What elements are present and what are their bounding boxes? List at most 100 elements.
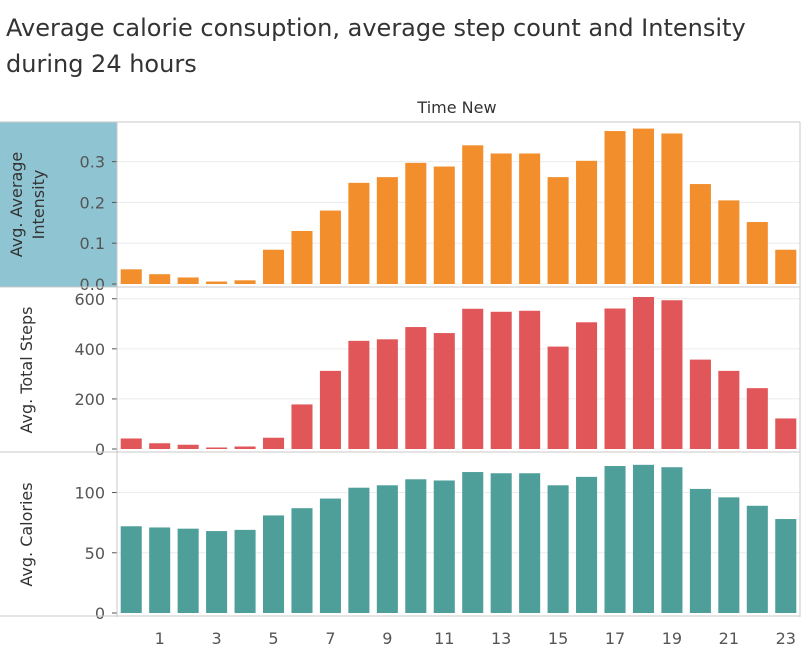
bar-avg-total-steps-2[interactable]	[177, 444, 199, 449]
y-tick-label: 0	[95, 604, 105, 623]
bar-avg-total-steps-8[interactable]	[348, 340, 370, 449]
bar-avg-average-intensity-20[interactable]	[689, 184, 711, 284]
bar-avg-total-steps-3[interactable]	[206, 447, 228, 449]
bar-avg-total-steps-10[interactable]	[405, 327, 427, 449]
bar-avg-calories-11[interactable]	[433, 480, 455, 613]
bar-avg-calories-2[interactable]	[177, 528, 199, 613]
y-tick-label: 100	[74, 484, 105, 503]
y-tick-label: 0.0	[80, 275, 105, 294]
y-tick-label: 0.2	[80, 193, 105, 212]
bar-avg-calories-18[interactable]	[632, 464, 655, 613]
bar-avg-average-intensity-16[interactable]	[576, 160, 598, 284]
y-tick-label: 0.3	[80, 153, 105, 172]
ylabel-highlight	[0, 122, 117, 287]
bar-avg-average-intensity-18[interactable]	[632, 128, 655, 284]
x-tick-label: 1	[155, 629, 165, 648]
bar-avg-calories-14[interactable]	[519, 473, 541, 613]
bar-avg-total-steps-9[interactable]	[376, 339, 398, 449]
bar-avg-average-intensity-14[interactable]	[519, 153, 541, 284]
bar-avg-average-intensity-15[interactable]	[547, 177, 569, 284]
bar-avg-average-intensity-5[interactable]	[262, 249, 285, 284]
bar-avg-calories-3[interactable]	[206, 531, 228, 613]
bar-avg-total-steps-1[interactable]	[149, 443, 171, 449]
bar-avg-total-steps-21[interactable]	[718, 370, 740, 449]
bar-avg-total-steps-5[interactable]	[262, 437, 285, 449]
x-tick-label: 11	[434, 629, 454, 648]
bar-avg-total-steps-6[interactable]	[291, 404, 313, 449]
bar-avg-total-steps-19[interactable]	[661, 300, 683, 449]
bar-avg-average-intensity-21[interactable]	[718, 200, 740, 284]
bar-avg-calories-5[interactable]	[262, 515, 285, 613]
bar-avg-calories-6[interactable]	[291, 508, 313, 613]
bar-avg-average-intensity-11[interactable]	[433, 166, 455, 284]
y-tick-label: 0	[95, 440, 105, 459]
y-tick-label: 0.1	[80, 234, 105, 253]
bar-avg-calories-4[interactable]	[234, 529, 256, 613]
bar-avg-average-intensity-17[interactable]	[604, 131, 626, 284]
bar-avg-calories-7[interactable]	[319, 498, 341, 613]
bar-avg-average-intensity-6[interactable]	[291, 230, 313, 284]
x-tick-label: 19	[662, 629, 682, 648]
bar-avg-calories-9[interactable]	[376, 485, 398, 613]
bar-avg-average-intensity-4[interactable]	[234, 280, 256, 284]
bar-avg-total-steps-12[interactable]	[462, 308, 484, 449]
bar-avg-average-intensity-2[interactable]	[177, 277, 199, 284]
bar-avg-calories-16[interactable]	[576, 476, 598, 613]
bar-avg-calories-21[interactable]	[718, 497, 740, 613]
y-tick-label: 200	[74, 390, 105, 409]
bar-avg-calories-13[interactable]	[490, 473, 512, 613]
y-tick-label: 600	[74, 290, 105, 309]
chart-title: Average calorie consuption, average step…	[6, 14, 746, 78]
bar-avg-total-steps-20[interactable]	[689, 359, 711, 449]
bar-avg-calories-0[interactable]	[120, 526, 142, 613]
bar-avg-total-steps-14[interactable]	[519, 310, 541, 449]
bar-avg-total-steps-13[interactable]	[490, 311, 512, 449]
bar-avg-average-intensity-1[interactable]	[149, 274, 171, 284]
bar-avg-total-steps-22[interactable]	[746, 388, 768, 449]
y-axis-label: Avg. Calories	[17, 482, 36, 586]
bar-avg-average-intensity-22[interactable]	[746, 222, 768, 284]
x-tick-label: 21	[719, 629, 739, 648]
bar-avg-calories-22[interactable]	[746, 505, 768, 613]
bar-avg-calories-20[interactable]	[689, 488, 711, 613]
bar-avg-calories-12[interactable]	[462, 472, 484, 613]
bar-avg-calories-15[interactable]	[547, 485, 569, 613]
x-tick-label: 13	[491, 629, 511, 648]
bar-avg-average-intensity-3[interactable]	[206, 281, 228, 284]
bar-avg-total-steps-17[interactable]	[604, 308, 626, 449]
x-tick-label: 3	[212, 629, 222, 648]
y-tick-label: 400	[74, 340, 105, 359]
bar-avg-average-intensity-10[interactable]	[405, 162, 427, 284]
bar-avg-calories-1[interactable]	[149, 527, 171, 613]
x-tick-label: 7	[325, 629, 335, 648]
bar-avg-average-intensity-0[interactable]	[120, 269, 142, 284]
bar-avg-average-intensity-7[interactable]	[319, 210, 341, 284]
x-tick-label: 5	[268, 629, 278, 648]
bar-avg-calories-8[interactable]	[348, 487, 370, 613]
bar-avg-average-intensity-19[interactable]	[661, 133, 683, 284]
bar-avg-calories-10[interactable]	[405, 479, 427, 613]
bar-avg-calories-23[interactable]	[775, 519, 797, 613]
bar-avg-total-steps-18[interactable]	[632, 297, 655, 449]
bar-avg-average-intensity-9[interactable]	[376, 177, 398, 284]
bar-avg-total-steps-11[interactable]	[433, 333, 455, 449]
bar-avg-average-intensity-13[interactable]	[490, 153, 512, 284]
y-axis-label: Avg. Average Intensity	[7, 152, 48, 258]
bar-avg-total-steps-15[interactable]	[547, 346, 569, 449]
bar-avg-total-steps-0[interactable]	[120, 438, 142, 449]
column-header: Time New	[416, 98, 496, 117]
bar-avg-average-intensity-12[interactable]	[462, 145, 484, 284]
x-tick-label: 17	[605, 629, 625, 648]
y-tick-label: 50	[85, 544, 105, 563]
bar-avg-average-intensity-8[interactable]	[348, 182, 370, 284]
bar-avg-calories-17[interactable]	[604, 466, 626, 613]
bar-avg-total-steps-16[interactable]	[576, 322, 598, 449]
bar-avg-average-intensity-23[interactable]	[775, 249, 797, 284]
bar-avg-total-steps-23[interactable]	[775, 418, 797, 449]
bar-avg-total-steps-7[interactable]	[319, 370, 341, 449]
bar-avg-total-steps-4[interactable]	[234, 446, 256, 449]
y-axis-label: Avg. Total Steps	[17, 306, 36, 433]
bar-avg-calories-19[interactable]	[661, 467, 683, 613]
x-tick-label: 23	[776, 629, 796, 648]
